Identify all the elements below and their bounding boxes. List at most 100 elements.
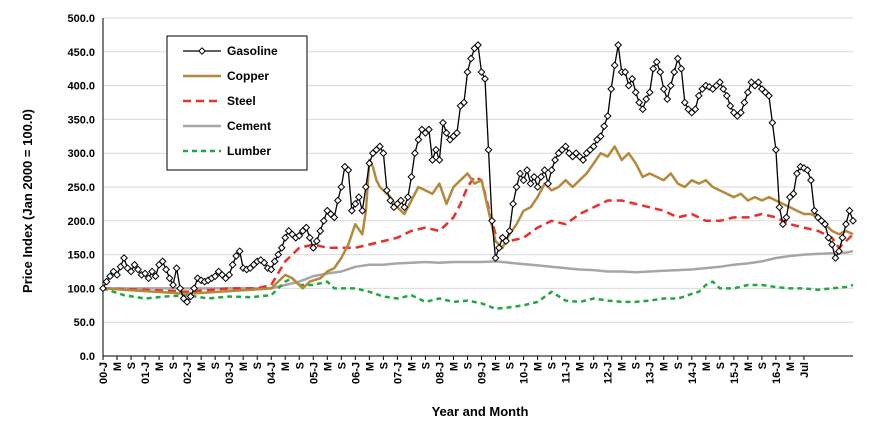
gasoline-point <box>652 58 661 66</box>
gasoline-point <box>481 74 489 83</box>
series-lines <box>99 41 857 310</box>
gasoline-point <box>333 196 342 205</box>
gasoline-point <box>768 118 777 127</box>
x-axis-title: Year and Month <box>432 404 529 419</box>
gasoline-point <box>505 227 514 235</box>
gasoline-point <box>484 145 493 154</box>
gasoline-point <box>148 267 156 276</box>
gasoline-point <box>102 277 111 286</box>
x-tick-label: S <box>715 362 727 369</box>
gasoline-point <box>551 156 560 164</box>
gasoline-point <box>305 233 314 242</box>
gasoline-point <box>821 220 829 229</box>
x-tick-label: S <box>462 362 474 369</box>
x-tick-label: 16-J <box>771 362 783 384</box>
y-tick-label: 400.0 <box>67 81 95 93</box>
x-tick-label: 04-J <box>266 362 278 384</box>
gasoline-point <box>849 216 857 225</box>
gasoline-point <box>141 269 149 278</box>
x-tick-label: M <box>406 362 418 371</box>
gasoline-point <box>312 237 321 245</box>
x-tick-label: 09-J <box>477 362 489 384</box>
x-tick-label: S <box>673 362 685 369</box>
legend-marker-gasoline <box>198 47 206 55</box>
y-tick-label: 50.0 <box>74 317 95 329</box>
gasoline-point <box>547 166 556 175</box>
x-tick-label: S <box>252 362 264 369</box>
x-tick-label: 15-J <box>729 362 741 384</box>
gasoline-point <box>740 98 749 107</box>
gasoline-point <box>579 156 588 164</box>
gasoline-point <box>120 254 128 262</box>
gasoline-point <box>302 223 311 232</box>
gasoline-point <box>544 179 553 188</box>
gasoline-point <box>845 206 854 215</box>
gasoline-point <box>694 91 703 100</box>
gasoline-point <box>722 91 731 100</box>
y-tick-label: 200.0 <box>67 216 95 228</box>
x-tick-label: M <box>322 362 334 371</box>
gasoline-point <box>670 68 679 76</box>
gasoline-point <box>691 105 700 114</box>
gasoline-point <box>793 169 801 178</box>
legend-label-copper: Copper <box>227 69 269 83</box>
gasoline-point <box>743 88 752 97</box>
gasoline-point <box>474 41 482 49</box>
gasoline-point <box>663 95 672 104</box>
x-tick-label: S <box>420 362 432 369</box>
x-tick-label: M <box>659 362 671 371</box>
gasoline-point <box>824 233 833 242</box>
x-tick-label: M <box>785 362 797 371</box>
x-tick-label: 13-J <box>645 362 657 384</box>
gasoline-point <box>540 166 549 175</box>
gasoline-point <box>337 183 346 191</box>
gasoline-point <box>705 83 714 91</box>
gasoline-point <box>537 172 545 181</box>
gasoline-point <box>659 85 668 93</box>
gasoline-point <box>134 265 142 274</box>
y-tick-label: 300.0 <box>67 148 95 160</box>
x-tick-label: M <box>280 362 292 371</box>
gasoline-point <box>414 135 423 144</box>
x-tick-label: M <box>364 362 376 371</box>
gasoline-point <box>719 85 728 93</box>
series-line-steel <box>102 175 854 294</box>
y-tick-label: 350.0 <box>67 114 95 126</box>
gasoline-point <box>810 206 819 215</box>
gasoline-point <box>211 272 220 281</box>
gasoline-point <box>677 64 686 73</box>
legend-label-gasoline: Gasoline <box>227 44 278 58</box>
x-tick-label: M <box>743 362 755 371</box>
series-line-cement <box>103 249 854 290</box>
gasoline-point <box>176 284 185 293</box>
gasoline-point <box>610 61 619 70</box>
gasoline-point <box>428 156 437 164</box>
gasoline-point <box>228 260 237 269</box>
gasoline-point <box>673 54 682 63</box>
gasoline-point <box>225 270 234 279</box>
gasoline-point <box>169 281 178 289</box>
gasoline-point <box>561 142 570 151</box>
gasoline-point <box>600 122 609 131</box>
gasoline-point <box>379 149 388 158</box>
gasoline-point <box>460 98 468 107</box>
gasoline-point <box>491 254 500 262</box>
x-tick-label: M <box>112 362 124 371</box>
gasoline-point <box>277 243 286 252</box>
x-tick-label: 01-J <box>140 362 152 384</box>
gasoline-point <box>502 237 510 245</box>
gasoline-point <box>267 265 276 274</box>
gasoline-point <box>509 199 517 208</box>
gasoline-point <box>400 203 409 212</box>
gasoline-point <box>190 284 199 293</box>
gasoline-point <box>270 257 279 266</box>
gasoline-point <box>726 101 735 110</box>
gasoline-point <box>526 179 535 188</box>
gasoline-point <box>319 216 328 225</box>
x-tick-label: 14-J <box>687 362 699 384</box>
x-tick-label: 05-J <box>308 362 320 384</box>
gasoline-point <box>649 64 658 73</box>
gasoline-point <box>347 206 356 215</box>
gasoline-point <box>432 145 440 154</box>
gasoline-point <box>330 213 339 222</box>
